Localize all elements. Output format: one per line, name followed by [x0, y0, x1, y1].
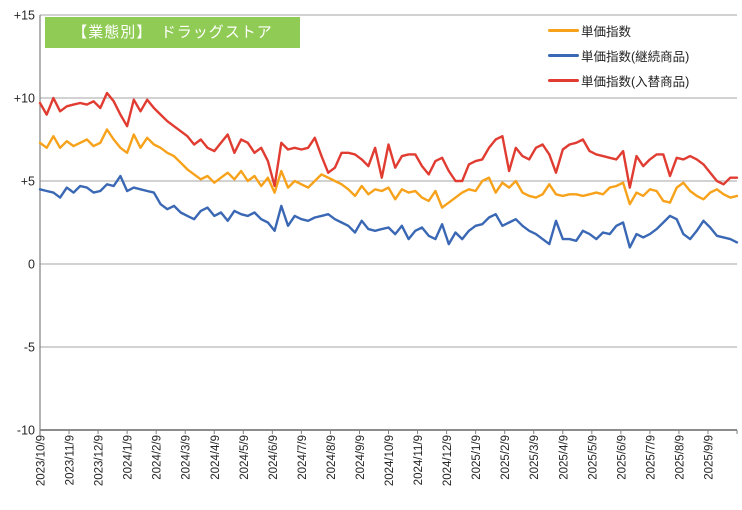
x-axis-label: 2024/3/9	[181, 435, 193, 480]
legend-label: 単価指数(入替商品)	[581, 75, 690, 89]
y-axis-label: +10	[14, 92, 35, 106]
legend-swatch-red-line	[548, 79, 579, 82]
legend: 単価指数 単価指数(継続商品) 単価指数(入替商品)	[548, 18, 689, 93]
y-axis-label: 0	[28, 258, 35, 272]
x-axis-label: 2024/6/9	[268, 435, 280, 480]
x-axis-label: 2024/10/9	[384, 435, 396, 486]
x-axis-label: 2025/6/9	[616, 435, 628, 480]
x-axis-label: 2024/7/9	[297, 435, 309, 480]
x-axis-label: 2024/9/9	[355, 435, 367, 480]
legend-item: 単価指数(入替商品)	[548, 68, 689, 93]
x-axis-label: 2024/8/9	[326, 435, 338, 480]
x-axis-label: 2024/11/9	[413, 435, 425, 485]
x-axis-label: 2024/2/9	[152, 435, 164, 480]
x-axis-label: 2025/5/9	[587, 435, 599, 480]
x-axis-label: 2023/10/9	[36, 435, 48, 486]
x-axis-label: 2024/5/9	[239, 435, 251, 480]
x-axis-label: 2025/3/9	[529, 435, 541, 480]
series-line-0	[38, 128, 739, 209]
y-axis-label: +15	[14, 9, 35, 23]
legend-item: 単価指数(継続商品)	[548, 43, 689, 68]
legend-label: 単価指数	[581, 25, 632, 39]
x-axis-label: 2023/11/9	[65, 435, 77, 485]
x-axis-label: 2025/4/9	[558, 435, 570, 480]
y-axis-label: -10	[17, 424, 35, 438]
x-axis-label: 2025/7/9	[645, 435, 657, 480]
x-axis-label: 2024/4/9	[210, 435, 222, 480]
x-axis-label: 2025/2/9	[500, 435, 512, 480]
legend-swatch-blue-line	[548, 54, 579, 57]
legend-item: 単価指数	[548, 18, 689, 43]
y-axis-label: +5	[21, 175, 35, 189]
chart-title-badge: 【業態別】 ドラッグストア	[45, 17, 300, 48]
series-line-2	[38, 91, 739, 189]
legend-label: 単価指数(継続商品)	[581, 50, 690, 64]
x-axis-label: 2025/1/9	[471, 435, 483, 480]
x-axis-label: 2025/8/9	[674, 435, 686, 480]
legend-swatch-orange-line	[548, 29, 579, 32]
x-axis-label: 2024/1/9	[123, 435, 135, 480]
x-axis-label: 2024/12/9	[442, 435, 454, 486]
series-line-1	[38, 174, 739, 249]
x-axis-label: 2023/12/9	[94, 435, 106, 486]
y-axis-label: -5	[24, 341, 35, 355]
x-axis-label: 2025/9/9	[704, 435, 716, 480]
